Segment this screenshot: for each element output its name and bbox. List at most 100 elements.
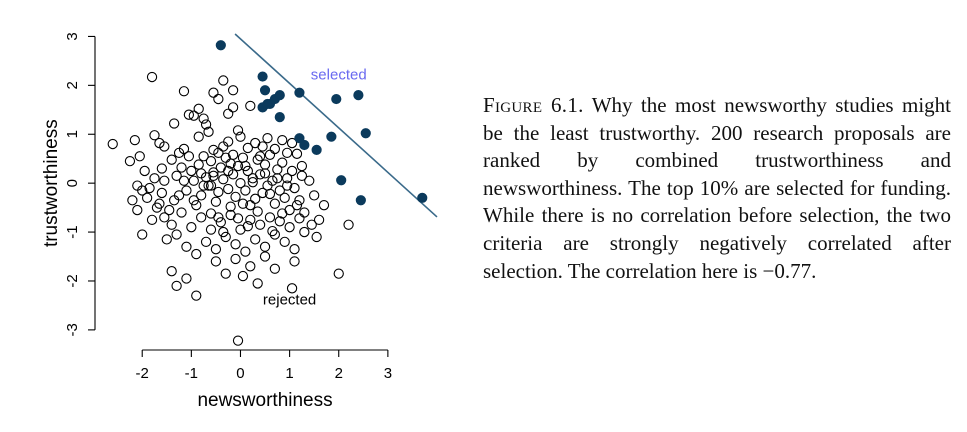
rejected-point — [141, 192, 153, 203]
rejected-point — [176, 162, 187, 173]
x-axis-label: newsworthiness — [197, 390, 332, 411]
rejected-point — [200, 236, 212, 248]
rejected-point — [286, 165, 298, 177]
rejected-point — [245, 100, 256, 112]
rejected-point — [186, 222, 197, 233]
rejected-point — [205, 156, 217, 167]
rejected-point — [196, 190, 207, 201]
rejected-point — [171, 280, 182, 292]
selected-point — [294, 133, 305, 144]
x-tick-label: 3 — [384, 365, 392, 382]
rejected-point — [218, 75, 229, 86]
rejected-point — [274, 216, 285, 227]
selected-point — [311, 144, 322, 156]
rejected-point — [188, 195, 199, 206]
rejected-point — [161, 234, 172, 245]
rejected-point — [262, 180, 273, 191]
rejected-point — [313, 214, 325, 225]
rejected-point — [186, 165, 197, 177]
rejected-point — [294, 195, 305, 206]
selected-point — [355, 195, 366, 206]
rejected-point — [252, 278, 263, 289]
selected-point — [294, 87, 305, 98]
rejected-point — [146, 71, 158, 83]
rejected-point — [139, 165, 150, 177]
rejected-point — [203, 180, 214, 191]
rejected-point — [183, 109, 195, 120]
rejected-point — [215, 217, 226, 228]
rejected-point — [242, 165, 253, 177]
rejected-point — [289, 256, 300, 267]
y-tick-label: 3 — [64, 32, 81, 40]
x-tick-label: -2 — [136, 365, 149, 382]
rejected-annotation: rejected — [263, 291, 316, 308]
selection-line-layer — [234, 33, 438, 218]
rejected-point — [223, 136, 234, 147]
selected-annotation: selected — [311, 66, 367, 83]
rejected-point — [254, 151, 266, 162]
rejected-point — [237, 198, 249, 209]
plot-axes: -2 -1 0 1 2 3 -3 -2 -1 0 1 2 3 — [64, 32, 392, 382]
selected-point — [259, 85, 271, 96]
rejected-point — [196, 212, 207, 223]
rejected-point — [196, 168, 207, 179]
y-tick-label: -1 — [64, 225, 81, 238]
rejected-point — [178, 86, 190, 97]
rejected-point — [279, 192, 290, 203]
rejected-point — [252, 154, 263, 165]
rejected-point — [176, 207, 187, 218]
rejected-point — [137, 185, 148, 196]
rejected-point — [299, 226, 310, 238]
rejected-point — [166, 266, 177, 277]
rejected-point — [159, 141, 170, 152]
x-tick-label: 2 — [335, 365, 343, 382]
rejected-point — [274, 185, 285, 196]
rejected-point — [296, 160, 308, 172]
rejected-point — [272, 164, 283, 175]
rejected-point — [227, 102, 239, 113]
points-layer: selected rejected — [107, 40, 428, 346]
rejected-point — [277, 134, 288, 146]
rejected-point — [188, 175, 199, 186]
rejected-point — [173, 190, 185, 201]
rejected-point — [169, 195, 180, 206]
rejected-point — [277, 157, 288, 168]
rejected-point — [289, 182, 300, 194]
rejected-point — [250, 234, 261, 245]
rejected-point — [282, 147, 293, 158]
rejected-point — [227, 85, 239, 96]
y-axis-label: trustworthiness — [41, 119, 62, 247]
figure-caption-text: Why the most newsworthy studies might be… — [483, 93, 951, 283]
rejected-point — [252, 206, 263, 217]
rejected-point — [267, 225, 278, 237]
rejected-point — [269, 229, 281, 240]
rejected-point — [223, 183, 234, 195]
rejected-point — [132, 180, 143, 191]
selected-point — [417, 192, 428, 203]
rejected-point — [259, 251, 271, 262]
rejected-point — [127, 195, 138, 206]
rejected-point — [159, 212, 170, 223]
rejected-point — [200, 119, 212, 130]
rejected-point — [279, 236, 290, 248]
rejected-point — [286, 283, 298, 294]
rejected-point — [223, 108, 234, 119]
rejected-point — [149, 130, 160, 141]
rejected-point — [220, 268, 231, 279]
rejected-point — [213, 93, 224, 105]
rejected-point — [254, 169, 266, 180]
rejected-point — [269, 198, 281, 209]
rejected-point — [259, 241, 271, 252]
rejected-point — [210, 256, 222, 267]
selection-line — [234, 33, 438, 218]
rejected-point — [213, 212, 224, 223]
y-tick-label: -2 — [64, 274, 81, 287]
rejected-point — [144, 182, 155, 194]
selected-point — [274, 90, 285, 101]
rejected-point — [220, 231, 231, 243]
rejected-point — [237, 270, 249, 282]
rejected-point — [294, 213, 305, 224]
rejected-point — [267, 175, 278, 186]
rejected-point — [299, 207, 310, 218]
selected-point — [331, 93, 342, 105]
